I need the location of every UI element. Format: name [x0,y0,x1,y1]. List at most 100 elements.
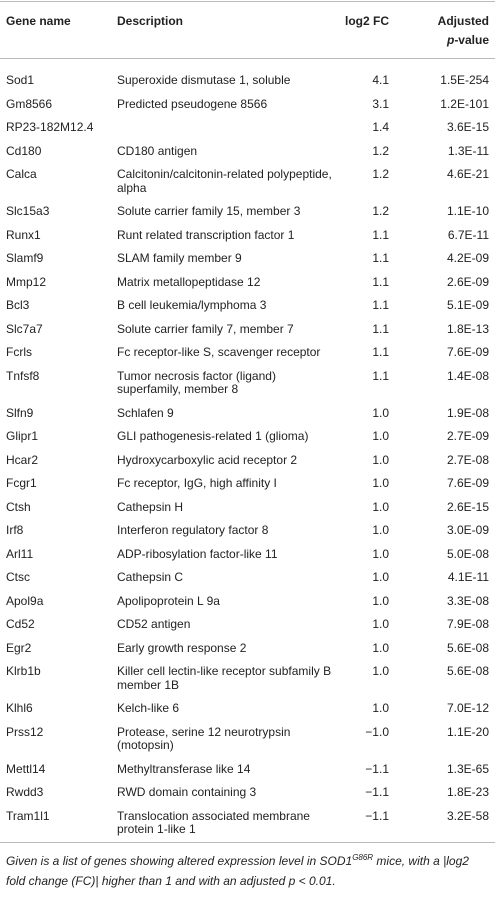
description: Cathepsin C [117,570,184,584]
adjusted-p-value: 6.7E-11 [447,227,489,242]
description: Superoxide dismutase 1, soluble [117,73,291,87]
table-row: Bcl3 B cell leukemia/lymphoma 3 1.1 5.1E-09 [0,294,495,318]
caption: Given is a list of genes showing altered… [0,843,495,891]
description: CD52 antigen [117,617,191,631]
description: Interferon regulatory factor 8 [117,523,269,537]
log2-fc: 1.1 [372,368,389,383]
description: GLI pathogenesis-related 1 (glioma) [117,429,309,443]
description: Solute carrier family 7, member 7 [117,321,294,336]
log2-fc: 4.1 [372,73,389,87]
adjusted-p-value: 7.6E-09 [446,476,489,490]
log2-fc: 1.0 [372,476,389,490]
gene-name: Arl11 [6,546,34,561]
caption-superscript: G86R [352,852,374,862]
table-row: Mmp12 Matrix metallopeptidase 12 1.1 2.6E-0… [0,271,495,295]
description: Early growth response 2 [117,640,247,655]
log2-fc: 1.0 [372,617,389,631]
adjusted-p-value: 1.8E-23 [446,785,489,799]
gene-name: Egr2 [6,640,32,655]
table-row: Cd180 CD180 antigen 1.2 1.3E-11 [0,140,495,164]
gene-name: Mmp12 [6,274,47,289]
table-row: Slc15a3 Solute carrier family 15, member … [0,200,495,224]
log2-fc: −1.1 [365,808,389,823]
adjusted-p-value: 2.7E-09 [446,429,489,443]
table-row: Runx1 Runt related transcription factor 1… [0,224,495,248]
description: Calcitonin/calcitonin-related polypeptid… [117,167,332,195]
adjusted-p-value: 1.3E-65 [446,761,489,776]
adjusted-p-value: 1.4E-08 [446,368,489,383]
table-row: Tram1l1 Translocation associated membrane… [0,805,495,843]
table-row: Ctsc Cathepsin C 1.0 4.1E-11 [0,566,495,590]
gene-name: Cd52 [6,617,35,631]
adjusted-p-value: 4.2E-09 [446,251,489,265]
log2-fc: 1.0 [372,452,389,467]
caption-text: SOD1 [319,853,353,868]
description: RWD domain containing 3 [117,785,257,799]
gene-name: Gm8566 [6,96,53,111]
log2-fc: 1.1 [372,345,389,359]
log2-fc: 1.0 [372,499,389,514]
table-row: RP23-182M12.4 1.4 3.6E-15 [0,116,495,140]
column-header: Adjusted p-value [395,1,495,59]
adjusted-p-value: 3.3E-08 [446,593,489,608]
gene-name: Irf8 [6,523,24,537]
table-row: Klrb1b Killer cell lectin-like receptor s… [0,660,495,697]
log2-fc: 1.2 [372,167,389,181]
description: B cell leukemia/lymphoma 3 [117,298,267,312]
adjusted-p-value: 1.1E-10 [446,204,489,218]
gene-name: Slc15a3 [6,204,50,218]
table-row: Ctsh Cathepsin H 1.0 2.6E-15 [0,496,495,520]
empty-cell [111,116,339,140]
gene-name: Tram1l1 [6,808,50,823]
log2-fc: 1.0 [372,593,389,608]
gene-name: Rwdd3 [6,785,44,799]
adjusted-p-value: 5.6E-08 [446,640,489,655]
gene-name: Fcrls [6,345,32,359]
table-row: Apol9a Apolipoprotein L 9a 1.0 3.3E-08 [0,590,495,614]
gene-name: Bcl3 [6,298,30,312]
header-text: -value [454,33,489,47]
adjusted-p-value: 7.0E-12 [446,701,489,715]
gene-name: Mettl14 [6,761,46,776]
adjusted-p-value: 7.9E-08 [446,617,489,631]
log2-fc: 1.0 [372,570,389,584]
adjusted-p-value: 1.2E-101 [440,96,489,111]
description: Translocation associated membrane protei… [117,808,310,836]
description: Methyltransferase like 14 [117,761,251,776]
table-row: Cd52 CD52 antigen 1.0 7.9E-08 [0,613,495,637]
table-row: Rwdd3 RWD domain containing 3 −1.1 1.8E-23 [0,781,495,805]
adjusted-p-value: 1.8E-13 [446,321,489,336]
gene-name: RP23-182M12.4 [6,120,94,134]
log2-fc: 1.1 [372,321,389,336]
adjusted-p-value: 1.3E-11 [447,143,489,158]
description: Hydroxycarboxylic acid receptor 2 [117,452,298,467]
table-row: Slfn9 Schlafen 9 1.0 1.9E-08 [0,402,495,426]
adjusted-p-value: 5.1E-09 [446,298,489,312]
log2-fc: 3.1 [372,96,389,111]
adjusted-p-value: 1.9E-08 [446,405,489,420]
adjusted-p-value: 2.6E-15 [446,499,489,514]
table-row: Mettl14 Methyltransferase like 14 −1.1 1.3E… [0,758,495,782]
table-row: Gm8566 Predicted pseudogene 8566 3.1 1.2E-1… [0,93,495,117]
description: Cathepsin H [117,499,184,514]
gene-name: Slamf9 [6,251,44,265]
adjusted-p-value: 5.6E-08 [446,664,489,678]
description: Apolipoprotein L 9a [117,593,220,608]
adjusted-p-value: 5.0E-08 [446,546,489,561]
header-text: Adjusted [437,14,489,28]
gene-name: Sod1 [6,73,35,87]
table-row: Slamf9 SLAM family member 9 1.1 4.2E-09 [0,247,495,271]
table-row: Fcrls Fc receptor-like S, scavenger recep… [0,341,495,365]
header-italic: p [446,33,455,47]
adjusted-p-value: 3.0E-09 [446,523,489,537]
description: Tumor necrosis factor (ligand) superfami… [117,368,276,396]
gene-name: Apol9a [6,593,44,608]
adjusted-p-value: 2.6E-09 [446,274,489,289]
log2-fc: 1.1 [372,298,389,312]
gene-name: Slfn9 [6,405,34,420]
description: ADP-ribosylation factor-like 11 [117,546,278,561]
log2-fc: −1.0 [365,724,389,739]
log2-fc: 1.0 [372,640,389,655]
adjusted-p-value: 7.6E-09 [446,345,489,359]
